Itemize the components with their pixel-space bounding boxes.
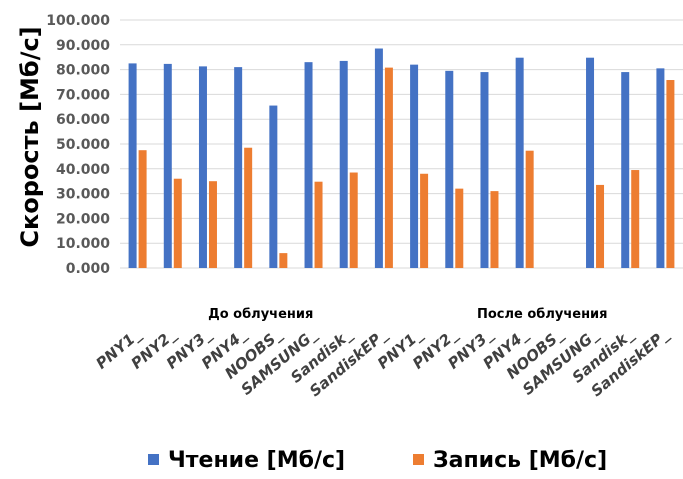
y-axis-ticks: 0.000 10.000 20.000 30.000 40.000 50.000 60.00… — [46, 13, 110, 277]
bar-write — [138, 150, 147, 268]
bar-read — [198, 66, 207, 268]
legend-swatch — [148, 454, 159, 465]
y-tick-label: 90.000 — [56, 38, 110, 54]
bar-read — [515, 57, 524, 268]
y-tick-label: 20.000 — [56, 211, 110, 227]
bar-read — [445, 70, 454, 268]
bar-write — [490, 191, 499, 268]
bar-write — [525, 150, 534, 268]
bar-read — [128, 63, 137, 269]
bar-read — [656, 68, 665, 268]
bar-read — [234, 67, 243, 269]
y-tick-label: 70.000 — [56, 87, 110, 103]
bar-write — [666, 80, 675, 269]
bar-read — [304, 62, 313, 268]
bar-read — [339, 60, 348, 268]
bar-write — [455, 188, 464, 268]
bar-write — [279, 253, 288, 268]
group-labels: До облучения После облучения — [208, 307, 607, 322]
bar-read — [269, 105, 278, 268]
bar-write — [208, 181, 217, 268]
bar-read — [586, 57, 595, 268]
bar-write — [420, 173, 429, 268]
y-tick-label: 60.000 — [56, 112, 110, 128]
y-tick-label: 10.000 — [56, 236, 110, 252]
bar-write — [596, 184, 605, 268]
y-tick-label: 80.000 — [56, 63, 110, 79]
legend-label: Чтение [Мб/с] — [168, 448, 345, 473]
bars — [128, 48, 675, 269]
bar-read — [163, 63, 172, 269]
bar-write — [349, 172, 358, 268]
bar-write — [244, 147, 253, 268]
bar-read — [480, 72, 489, 268]
legend-swatch — [413, 454, 424, 465]
bar-write — [173, 178, 182, 268]
bar-read — [410, 64, 419, 268]
y-axis-label: Скорость [Мб/с] — [16, 26, 44, 247]
category-labels: PNY1_PNY2_PNY3_PNY4_NOOBS_SAMSUNG_Sandis… — [92, 325, 672, 400]
y-tick-label: 30.000 — [56, 187, 110, 203]
y-tick-label: 50.000 — [56, 137, 110, 153]
bar-read — [621, 72, 630, 268]
bar-read — [374, 48, 383, 268]
legend-label: Запись [Мб/с] — [433, 448, 607, 473]
bar-write — [631, 170, 640, 268]
group-label: После облучения — [477, 307, 608, 322]
y-tick-label: 100.000 — [46, 13, 110, 29]
bar-write — [314, 181, 323, 268]
y-tick-label: 0.000 — [66, 261, 111, 277]
y-tick-label: 40.000 — [56, 162, 110, 178]
legend: Чтение [Мб/с] Запись [Мб/с] — [148, 448, 607, 473]
group-label: До облучения — [208, 307, 313, 322]
bar-write — [384, 67, 393, 268]
